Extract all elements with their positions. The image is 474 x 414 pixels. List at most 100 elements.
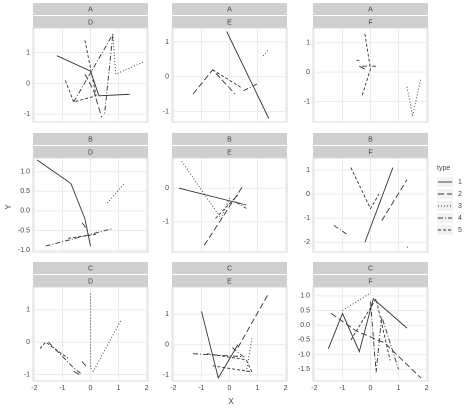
series-line [56,55,130,97]
y-tick-label: 0.5 [20,188,30,195]
series-line [364,167,394,243]
strip-label: C [227,265,232,272]
y-tick-label: 0 [306,191,310,198]
legend-label: 5 [458,227,462,234]
y-tick-label: -1 [163,372,169,379]
y-tick-label: 0 [165,74,169,81]
legend-label: 4 [458,215,462,222]
series-line [81,361,89,369]
y-tick-label: -1 [24,111,30,118]
y-tick-label: -0.5 [298,337,310,344]
y-tick-label: 0.5 [300,307,310,314]
y-tick-label: 1.0 [300,293,310,300]
y-tick-label: 1 [306,40,310,47]
x-tick-label: 1 [256,385,260,392]
y-tick-label: -0.5 [18,227,30,234]
strip [313,16,428,28]
series-line [370,301,399,373]
series-line [178,187,247,206]
series-line [359,65,366,70]
strip-label: A [227,6,232,13]
strip [33,146,148,158]
strip [313,275,428,287]
y-tick-label: 1.0 [20,169,30,176]
y-tick-label: 1 [26,307,30,314]
x-tick-label: 1 [117,385,121,392]
x-tick-label: -1 [198,385,204,392]
series-line [203,184,244,246]
strip-label: E [227,149,232,156]
y-tick-label: 1 [26,49,30,56]
series-line [237,292,270,348]
x-tick-label: 2 [284,385,288,392]
strip [172,275,287,287]
y-tick-label: 0 [26,339,30,346]
y-tick-label: 0.0 [300,322,310,329]
strip [33,3,148,15]
y-tick-label: 0 [165,185,169,192]
series-line [330,313,422,379]
strip-label: F [368,278,372,285]
series-line [333,225,349,236]
series-line [192,347,245,358]
series-line [327,297,408,353]
y-tick-label: -2 [304,239,310,246]
legend-key [437,189,453,199]
legend-label: 1 [458,179,462,186]
series-line [181,161,230,220]
x-tick-label: 2 [425,385,429,392]
series-line [226,31,270,119]
y-tick-label: -1 [304,98,310,105]
series-line [243,83,258,92]
x-tick-label: 0 [228,385,232,392]
y-tick-label: -1 [163,219,169,226]
legend-title: type [437,165,450,172]
x-tick-label: -2 [311,385,317,392]
strip [33,16,148,28]
y-tick-label: 0 [165,341,169,348]
series-line [73,370,80,375]
series-line [201,311,239,380]
series-line [39,341,69,359]
series-line [350,167,380,210]
y-axis-label: Y [4,204,13,210]
strip-label: A [88,6,93,13]
strip-label: C [368,265,373,272]
strip [172,262,287,274]
x-tick-label: -2 [31,385,37,392]
y-tick-label: 1 [165,311,169,318]
y-tick-label: 1 [306,167,310,174]
y-tick-label: -1 [304,215,310,222]
y-tick-label: -1.5 [298,366,310,373]
series-line [73,33,114,115]
strip [313,3,428,15]
y-tick-label: 0 [306,69,310,76]
strip [313,262,428,274]
series-line [406,77,422,117]
strip-label: F [368,149,372,156]
series-line [207,353,253,373]
series-line [81,222,89,231]
y-tick-label: -1.0 [298,351,310,358]
x-tick-label: 0 [89,385,93,392]
strip [313,133,428,145]
strip-label: B [227,136,232,143]
x-tick-label: -1 [339,385,345,392]
strip [313,146,428,158]
strip [33,262,148,274]
strip-label: A [368,6,373,13]
strip [33,133,148,145]
strip-label: E [227,19,232,26]
series-line [350,297,391,361]
strip-label: B [88,136,93,143]
series-line [90,293,122,373]
series-line [215,194,239,219]
strip-label: C [88,265,93,272]
series-line [45,228,114,247]
y-tick-label: -1 [163,108,169,115]
series-line [112,34,144,75]
series-line [361,33,371,96]
strip-label: D [88,19,93,26]
x-axis-label: X [228,397,234,406]
